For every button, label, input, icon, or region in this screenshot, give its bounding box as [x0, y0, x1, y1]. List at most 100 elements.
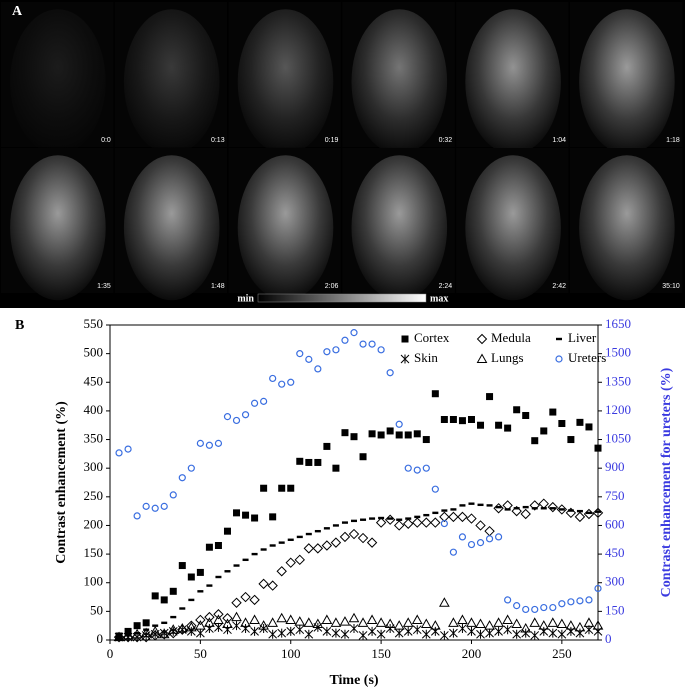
scan-body	[237, 155, 334, 301]
y2-tick-label: 600	[605, 516, 625, 531]
marker-asterisk	[349, 624, 359, 634]
marker-circle	[413, 466, 421, 474]
legend-label: Cortex	[414, 330, 450, 345]
marker-circle	[269, 374, 277, 383]
marker-dash	[504, 508, 511, 511]
marker-asterisk	[539, 626, 549, 636]
marker-triangle	[131, 628, 143, 639]
scan-body	[351, 155, 448, 301]
y2-tick-label: 1350	[605, 373, 631, 388]
marker-asterisk	[449, 628, 458, 638]
marker-square	[540, 427, 548, 435]
marker-triangle	[457, 614, 468, 624]
marker-dash	[595, 510, 601, 513]
marker-diamond	[231, 597, 242, 608]
marker-triangle	[439, 597, 450, 607]
marker-triangle	[476, 353, 488, 363]
marker-square	[314, 458, 322, 466]
marker-circle	[142, 502, 150, 510]
marker-circle	[178, 474, 186, 482]
marker-triangle	[149, 625, 161, 636]
marker-triangle	[547, 617, 559, 627]
marker-dash	[513, 507, 520, 510]
legend-label: Ureters	[568, 350, 606, 365]
y2-tick-label: 900	[605, 459, 625, 474]
marker-triangle	[330, 617, 342, 627]
scan-body	[237, 9, 334, 155]
marker-asterisk	[304, 629, 314, 639]
marker-dash	[459, 504, 466, 507]
marker-circle	[377, 346, 385, 354]
marker-triangle	[448, 617, 459, 627]
marker-square	[205, 543, 213, 551]
marker-triangle	[267, 617, 279, 627]
colorbar-max: max	[430, 293, 448, 304]
marker-circle	[386, 369, 394, 377]
marker-asterisk	[214, 622, 223, 632]
marker-triangle	[574, 621, 586, 632]
marker-asterisk	[114, 632, 124, 642]
marker-square	[133, 622, 141, 630]
colorbar	[257, 293, 427, 303]
y2-tick-label: 0	[605, 631, 612, 646]
marker-square	[196, 568, 204, 576]
marker-square	[467, 416, 475, 423]
marker-asterisk	[196, 628, 205, 638]
marker-square	[513, 406, 521, 414]
timestamp: 0:19	[325, 137, 339, 144]
marker-square	[178, 562, 186, 570]
marker-diamond	[574, 511, 586, 523]
y2-tick-label: 1200	[605, 402, 631, 417]
marker-asterisk	[385, 624, 395, 634]
marker-dash	[414, 515, 421, 519]
y-tick-label: 200	[84, 516, 104, 531]
marker-dash	[332, 524, 339, 527]
timestamp: 1:48	[211, 283, 225, 290]
marker-square	[278, 484, 286, 492]
marker-square	[305, 458, 313, 466]
marker-diamond	[339, 531, 351, 543]
marker-triangle	[466, 617, 477, 627]
marker-circle	[160, 502, 168, 510]
marker-circle	[350, 329, 358, 337]
x-tick-label: 250	[552, 646, 572, 661]
marker-dash	[251, 552, 258, 556]
marker-asterisk	[494, 626, 503, 636]
marker-circle	[205, 441, 214, 449]
marker-asterisk	[223, 625, 232, 635]
marker-circle	[124, 445, 132, 453]
marker-diamond	[258, 578, 269, 590]
marker-circle	[476, 539, 485, 547]
marker-circle	[567, 598, 575, 606]
marker-triangle	[511, 618, 523, 628]
marker-asterisk	[548, 628, 558, 638]
marker-asterisk	[376, 629, 386, 639]
marker-asterisk	[485, 628, 494, 638]
marker-dash	[152, 624, 159, 627]
marker-triangle	[520, 623, 532, 633]
marker-square	[585, 423, 593, 431]
scan-body	[579, 155, 675, 301]
marker-dash	[549, 507, 556, 510]
marker-triangle	[538, 620, 550, 630]
scan-body	[465, 9, 561, 155]
marker-triangle	[411, 614, 423, 624]
marker-dash	[170, 615, 177, 619]
marker-square	[477, 421, 485, 429]
marker-square	[377, 431, 385, 439]
marker-triangle	[583, 617, 595, 627]
marker-dash	[197, 590, 204, 593]
marker-square	[151, 592, 159, 600]
marker-circle	[540, 603, 548, 612]
marker-triangle	[158, 628, 170, 639]
marker-dash	[206, 584, 213, 587]
marker-triangle	[375, 617, 387, 627]
marker-circle	[287, 378, 295, 386]
marker-circle	[431, 485, 439, 493]
marker-asterisk	[476, 629, 485, 639]
y2-axis-label: Contrast enhancement for ureters (%)	[659, 367, 674, 597]
marker-square	[440, 416, 448, 423]
marker-square	[401, 335, 409, 343]
marker-dash	[576, 509, 583, 513]
marker-dash	[585, 511, 592, 515]
